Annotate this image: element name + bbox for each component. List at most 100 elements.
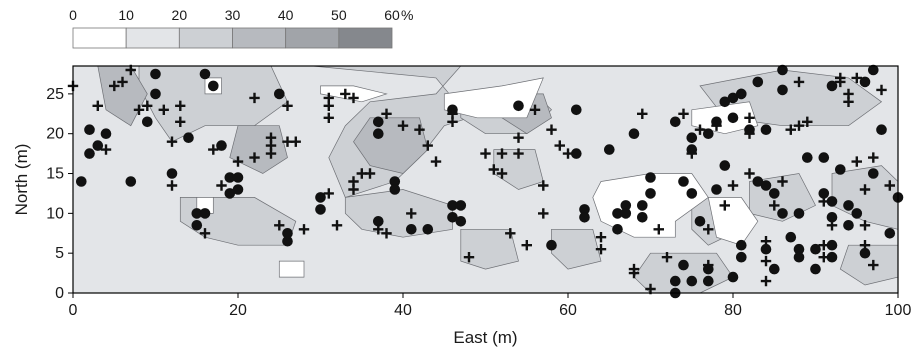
legend-swatch <box>178 27 233 49</box>
sample-point-plus <box>364 168 376 179</box>
sample-point-plus <box>653 224 664 235</box>
legend-unit: % <box>401 7 413 23</box>
sample-point-plus <box>694 124 706 135</box>
x-axis-label: East (m) <box>453 328 517 347</box>
sample-point-circle <box>703 275 714 287</box>
sample-point-circle <box>373 116 384 128</box>
sample-point-circle <box>826 251 838 263</box>
legend-tick-label: 0 <box>69 7 77 23</box>
sample-point-circle <box>232 172 244 183</box>
sample-point-plus <box>868 152 879 163</box>
sample-point-plus <box>744 128 755 139</box>
sample-point-circle <box>183 132 194 143</box>
sample-point-plus <box>843 96 854 107</box>
sample-point-circle <box>777 84 788 96</box>
contour-region <box>592 173 709 238</box>
sample-point-circle <box>835 164 846 175</box>
legend: 0 10 20 30 40 50 60 % <box>69 7 413 49</box>
sample-point-circle <box>282 235 293 247</box>
sample-point-circle <box>546 239 557 251</box>
sample-point-circle <box>389 184 401 195</box>
plot-frame <box>72 65 899 294</box>
sample-point-circle <box>150 68 161 80</box>
sample-point-circle <box>678 259 689 271</box>
contour-region <box>707 197 759 246</box>
sample-point-circle <box>315 204 326 215</box>
sample-point-circle <box>793 251 805 263</box>
sample-point-plus <box>868 259 879 271</box>
sample-point-circle <box>876 124 887 135</box>
sample-point-plus <box>249 152 260 163</box>
sample-point-circle <box>777 64 788 76</box>
y-axis: 0 5 10 15 20 25 <box>46 86 73 302</box>
sample-point-plus <box>595 244 607 255</box>
sample-point-plus <box>331 220 343 231</box>
sample-point-plus <box>785 124 796 135</box>
sample-point-circle <box>373 216 384 227</box>
sample-point-plus <box>166 180 178 191</box>
sample-point-plus <box>348 92 359 104</box>
sample-point-plus <box>496 168 508 179</box>
sample-point-circle <box>150 88 161 100</box>
sample-point-plus <box>166 136 178 147</box>
legend-tick-label: 10 <box>118 7 134 23</box>
sample-point-plus <box>727 180 739 191</box>
legend-swatches <box>72 27 393 49</box>
legend-swatch <box>285 27 340 49</box>
sample-point-plus <box>595 232 607 243</box>
legend-tick-label: 40 <box>278 7 294 23</box>
sample-point-circle <box>579 212 590 223</box>
legend-swatch <box>232 27 287 49</box>
sample-point-plus <box>323 188 334 199</box>
sample-point-plus <box>859 220 871 231</box>
sample-point-plus <box>158 104 169 115</box>
sample-point-plus <box>736 88 747 100</box>
sample-point-circle <box>810 263 821 275</box>
sample-point-plus <box>678 108 689 119</box>
sample-point-circle <box>777 208 788 219</box>
sample-point-circle <box>191 208 203 219</box>
sample-point-plus <box>538 180 549 191</box>
sample-point-circle <box>818 188 830 199</box>
sample-point-plus <box>777 176 788 187</box>
sample-point-plus <box>818 196 829 207</box>
sample-point-plus <box>513 148 524 159</box>
sample-point-plus <box>513 132 524 143</box>
sample-point-circle <box>579 204 590 215</box>
sample-point-plus <box>529 104 541 115</box>
x-tick-label: 0 <box>69 302 78 319</box>
x-tick-label: 80 <box>724 302 742 319</box>
contour-region <box>460 228 519 270</box>
legend-tick-label: 60 <box>384 7 400 23</box>
sample-point-plus <box>876 84 887 96</box>
sample-point-plus <box>686 148 697 159</box>
legend-tick-label: 30 <box>225 7 241 23</box>
sample-point-circle <box>711 184 722 195</box>
contour-region <box>353 117 429 174</box>
sample-point-plus <box>133 104 145 115</box>
sample-point-plus <box>100 144 112 155</box>
sample-point-plus <box>859 184 871 195</box>
legend-tick-label: 50 <box>331 7 347 23</box>
sample-point-plus <box>142 100 153 111</box>
sample-point-plus <box>232 156 244 167</box>
sample-point-circle <box>447 200 458 211</box>
sample-point-circle <box>752 176 764 187</box>
sample-point-plus <box>496 148 508 159</box>
sample-point-plus <box>554 140 565 151</box>
sample-point-plus <box>637 108 648 119</box>
sample-point-plus <box>290 136 301 147</box>
sample-point-circle <box>760 180 772 191</box>
sample-point-plus <box>711 120 722 131</box>
sample-point-circle <box>686 188 698 199</box>
sample-point-circle <box>884 228 896 239</box>
sample-point-circle <box>752 76 764 88</box>
sample-point-circle <box>604 144 615 155</box>
sample-point-plus <box>760 255 772 267</box>
sample-point-plus <box>859 240 871 251</box>
y-axis-label: North (m) <box>12 144 31 216</box>
sample-point-plus <box>447 108 458 119</box>
sample-point-plus <box>760 275 772 287</box>
sample-point-circle <box>513 100 524 112</box>
sample-point-plus <box>422 140 433 151</box>
